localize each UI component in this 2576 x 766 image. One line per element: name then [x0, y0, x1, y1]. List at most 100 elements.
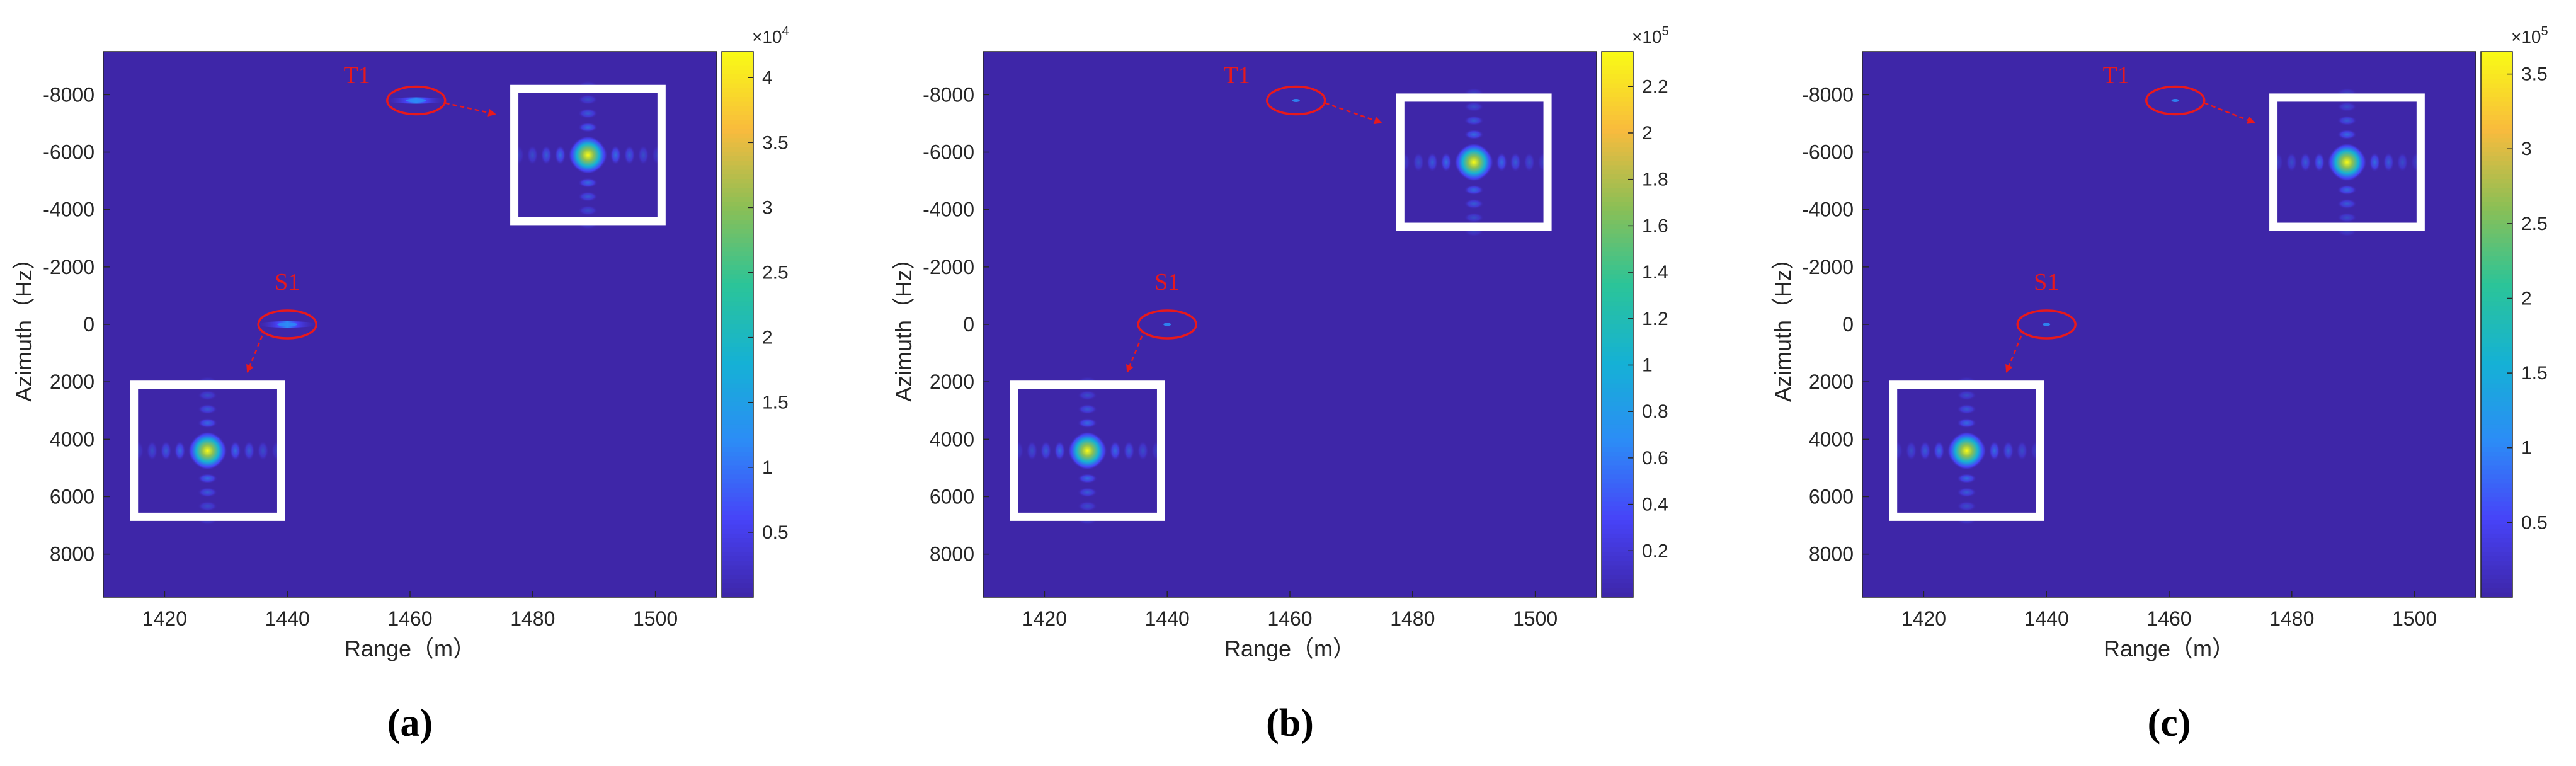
colorbar-strip: [722, 424, 753, 430]
colorbar-strip: [1602, 356, 1633, 362]
colorbar-strip: [722, 283, 753, 289]
colorbar-strip: [722, 301, 753, 307]
colorbar-strip: [1602, 265, 1633, 270]
colorbar-strip: [722, 224, 753, 230]
colorbar-tick-label: 1.5: [2521, 363, 2548, 384]
sidelobe-azimuth: [2337, 101, 2357, 112]
sidelobe-azimuth: [2337, 212, 2357, 223]
colorbar-strip: [2481, 243, 2512, 248]
colorbar-strip: [2481, 592, 2512, 598]
colorbar-strip: [2481, 174, 2512, 180]
target-core: [406, 98, 426, 103]
sidelobe-azimuth: [1956, 418, 1977, 428]
colorbar-strip: [1602, 456, 1633, 462]
colorbar-tick-label: 1.8: [1642, 169, 1668, 190]
colorbar-strip: [722, 202, 753, 207]
sidelobe-azimuth: [578, 178, 598, 188]
sidelobe-azimuth: [1077, 501, 1098, 512]
colorbar-strip: [1602, 274, 1633, 280]
colorbar-strip: [2481, 283, 2512, 289]
x-tick-label: 1440: [2024, 607, 2069, 630]
colorbar-frame: [1601, 51, 1634, 598]
sidelobe-range: [2313, 152, 2325, 173]
sidelobe-azimuth: [197, 501, 218, 512]
colorbar-strip: [1602, 278, 1633, 284]
colorbar-strip: [722, 456, 753, 462]
colorbar-strip: [722, 420, 753, 425]
x-tick-label: 1440: [265, 607, 310, 630]
sidelobe-range: [1496, 152, 1508, 173]
colorbar-strip: [722, 542, 753, 548]
colorbar-strip: [1602, 88, 1633, 93]
sidelobe-range: [1123, 440, 1135, 461]
colorbar-strip: [1602, 188, 1633, 193]
sidelobe-range: [1988, 440, 2000, 461]
colorbar-strip: [1602, 551, 1633, 557]
colorbar-strip: [1602, 292, 1633, 298]
colorbar-tick-label: 2.5: [762, 263, 789, 283]
colorbar-strip: [1602, 479, 1633, 484]
colorbar-strip: [722, 392, 753, 398]
x-axis-label: Range（m）: [1224, 636, 1355, 661]
colorbar-strip: [2481, 151, 2512, 157]
colorbar-tick-label: 2.2: [1642, 76, 1668, 97]
colorbar-tick-label: 3: [762, 197, 773, 218]
colorbar-strip: [1602, 569, 1633, 575]
colorbar-strip: [2481, 460, 2512, 466]
x-tick-label: 1420: [142, 607, 187, 630]
colorbar-strip: [2481, 179, 2512, 184]
sidelobe-range: [229, 440, 241, 461]
colorbar-strip: [722, 379, 753, 384]
colorbar-strip: [1602, 460, 1633, 466]
y-tick-label: -6000: [43, 141, 94, 164]
colorbar-tick-label: 3: [2521, 139, 2532, 159]
colorbar-strip: [722, 129, 753, 134]
panel-label: (a): [387, 702, 433, 745]
x-tick-label: 1460: [387, 607, 432, 630]
colorbar-strip: [722, 101, 753, 107]
sidelobe-range: [1510, 152, 1522, 173]
colorbar-tick-label: 0.2: [1642, 540, 1668, 561]
colorbar-strip: [1602, 488, 1633, 493]
colorbar-strip: [722, 237, 753, 243]
y-tick-label: 0: [83, 313, 94, 336]
inset-frame: [1889, 380, 2044, 521]
colorbar-strip: [722, 65, 753, 71]
colorbar-strip: [2481, 265, 2512, 270]
colorbar-strip: [2481, 165, 2512, 171]
colorbar-strip: [1602, 579, 1633, 584]
colorbar-strip: [2481, 260, 2512, 266]
colorbar-strip: [1602, 542, 1633, 548]
colorbar-strip: [1602, 79, 1633, 84]
colorbar-strip: [1602, 206, 1633, 212]
colorbar-strip: [1602, 169, 1633, 175]
colorbar-strip: [1602, 424, 1633, 430]
sidelobe-azimuth: [1077, 418, 1098, 428]
target-core: [277, 323, 298, 326]
colorbar-strip: [722, 501, 753, 507]
colorbar-strip: [1602, 388, 1633, 393]
sidelobe-range: [1413, 152, 1425, 173]
colorbar-strip: [2481, 120, 2512, 125]
colorbar-strip: [722, 365, 753, 370]
colorbar-tick-label: 2: [2521, 288, 2532, 309]
colorbar-strip: [2481, 97, 2512, 102]
colorbar-strip: [1602, 174, 1633, 180]
colorbar-strip: [1602, 247, 1633, 253]
colorbar-strip: [1602, 165, 1633, 171]
colorbar-strip: [1602, 237, 1633, 243]
colorbar-strip: [2481, 529, 2512, 534]
colorbar-strip: [2481, 442, 2512, 448]
colorbar-strip: [722, 510, 753, 516]
mainlobe-peak: [1068, 432, 1107, 470]
y-tick-label: 2000: [1809, 370, 1854, 393]
colorbar-strip: [2481, 438, 2512, 443]
colorbar-strip: [722, 256, 753, 261]
target-highlight-ellipse: [2016, 309, 2077, 340]
colorbar-strip: [2481, 565, 2512, 571]
colorbar-strip: [1602, 592, 1633, 598]
sidelobe-range: [610, 145, 622, 166]
y-tick-label: -8000: [923, 83, 974, 106]
colorbar-strip: [1602, 360, 1633, 366]
target-label: T1: [1224, 62, 1250, 88]
